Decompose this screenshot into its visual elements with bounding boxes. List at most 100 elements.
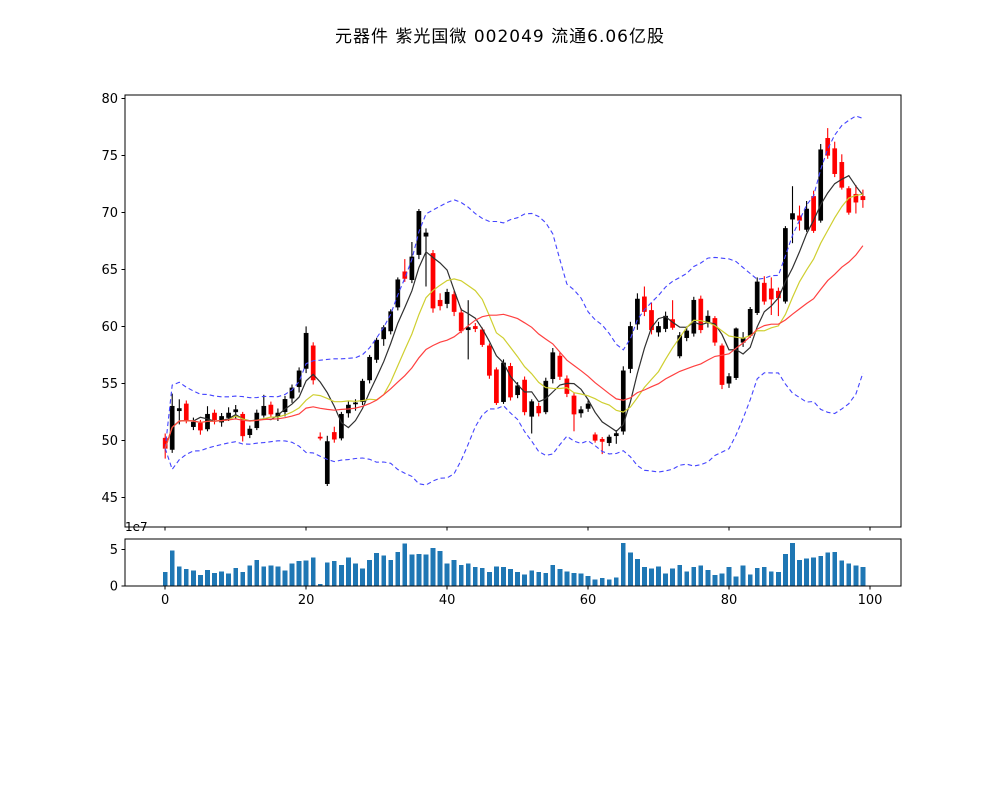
ma-short-line <box>164 174 864 449</box>
volume-bar <box>261 566 267 586</box>
volume-bar <box>656 566 661 586</box>
volume-bar <box>374 553 379 586</box>
volume-bar <box>423 554 429 586</box>
volume-tick-labels-label: 0 <box>110 580 118 595</box>
candle <box>649 310 654 331</box>
volume-bar <box>437 551 443 586</box>
volume-bar <box>289 563 295 586</box>
candle <box>592 434 598 441</box>
volume-bar <box>811 557 816 586</box>
volume-bar <box>409 554 415 586</box>
volume-bar <box>620 543 626 586</box>
volume-bar <box>705 570 711 586</box>
candle <box>698 298 704 331</box>
candle <box>444 291 450 304</box>
volume-bar <box>275 566 281 586</box>
candle <box>705 315 711 323</box>
candle <box>360 380 365 402</box>
candle <box>388 311 394 332</box>
price-tick-labels-label: 60 <box>101 320 118 335</box>
candle <box>183 403 189 421</box>
x-tick-labels-label: 60 <box>580 593 597 608</box>
price-tick-labels-label: 70 <box>101 206 118 221</box>
candle <box>430 253 436 309</box>
volume-bar <box>247 565 253 586</box>
candle <box>691 299 697 334</box>
candle <box>247 428 253 435</box>
price-tick-labels-label: 50 <box>101 434 118 449</box>
candle <box>289 387 295 399</box>
candle <box>472 326 478 329</box>
volume-bar <box>832 551 838 586</box>
candle <box>818 149 824 221</box>
volume-bar <box>564 571 570 586</box>
volume-bar <box>747 574 753 586</box>
volume-bar <box>853 565 859 586</box>
price-axes-frame <box>124 94 902 528</box>
volume-scale-offset-label-label: 1e7 <box>125 520 148 534</box>
volume-bar <box>783 553 788 586</box>
volume-bar <box>691 567 697 586</box>
candle <box>804 208 809 230</box>
candle <box>310 345 316 381</box>
candle <box>240 413 246 437</box>
candle <box>811 196 816 231</box>
candle <box>339 413 344 439</box>
volume-bar <box>670 568 675 586</box>
volume-bar <box>585 575 591 586</box>
volume-bar <box>402 543 408 586</box>
volume-bar <box>240 572 246 586</box>
x-tick-labels-label: 0 <box>161 593 169 608</box>
volume-scale-offset-label: 1e7 <box>125 520 148 534</box>
volume-tick-labels: 05 <box>110 543 125 595</box>
volume-bar <box>818 556 824 586</box>
candle <box>191 421 196 427</box>
candles-layer <box>162 128 866 486</box>
volume-bar <box>219 571 224 586</box>
volume-bar <box>353 563 358 586</box>
volume-bar <box>212 572 217 586</box>
candle <box>585 403 591 409</box>
volume-bar <box>162 572 168 586</box>
volume-bar <box>649 568 654 586</box>
candle <box>656 326 661 333</box>
volume-axes-frame <box>124 538 902 587</box>
volume-bar <box>642 567 647 586</box>
volume-bar <box>233 567 239 586</box>
candle <box>437 299 443 307</box>
volume-bar <box>360 568 365 586</box>
volume-bar <box>176 566 182 586</box>
volume-bar <box>254 559 260 586</box>
candle <box>402 271 408 279</box>
candle <box>423 232 429 237</box>
volume-bar <box>733 576 739 586</box>
candle <box>212 412 217 421</box>
volume-bar <box>761 567 767 586</box>
candle <box>353 402 358 405</box>
candle <box>536 405 542 414</box>
volume-bar <box>324 562 330 586</box>
volume-bar <box>303 560 309 586</box>
axes-layer <box>124 94 902 587</box>
candle <box>515 385 520 396</box>
candle <box>606 436 612 443</box>
volume-bar <box>768 571 774 586</box>
candle <box>839 162 845 188</box>
volume-bar <box>860 567 866 586</box>
volume-bar <box>494 566 499 586</box>
candle <box>832 148 838 174</box>
candle <box>508 366 513 398</box>
price-tick-labels-label: 55 <box>101 377 118 392</box>
candle <box>176 408 182 412</box>
volume-bar <box>719 573 725 586</box>
candle <box>635 298 640 325</box>
volume-bar <box>479 567 485 586</box>
chart-title: 元器件 紫光国微 002049 流通6.06亿股 <box>335 27 665 47</box>
candle <box>726 376 732 384</box>
volume-bar <box>515 572 520 586</box>
candle <box>331 432 337 440</box>
volume-bar <box>416 553 422 586</box>
candle <box>790 213 795 220</box>
candle <box>303 332 309 369</box>
candle <box>374 339 379 360</box>
